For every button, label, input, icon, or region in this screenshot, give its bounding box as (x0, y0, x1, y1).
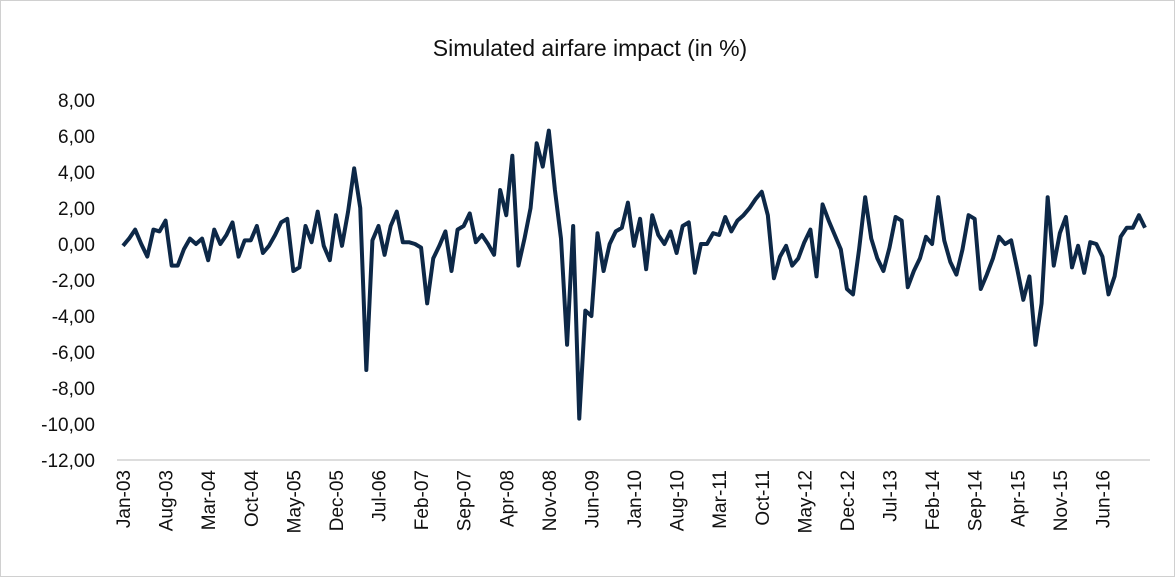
x-tick-label: Dec-05 (327, 470, 348, 531)
x-tick-label: Mar-04 (199, 470, 220, 531)
y-tick-label: -2,00 (52, 271, 95, 292)
line-series (121, 128, 1147, 421)
x-tick-label: May-12 (795, 470, 816, 533)
y-tick-label: 2,00 (58, 199, 95, 220)
chart-title: Simulated airfare impact (in %) (433, 35, 747, 61)
y-tick-label: 4,00 (58, 163, 95, 184)
x-tick-label: Jul-13 (881, 470, 902, 522)
y-tick-label: 6,00 (58, 127, 95, 148)
x-tick-label: Jan-10 (625, 470, 646, 528)
x-tick-label: Jan-03 (114, 470, 135, 528)
x-tick-label: Jun-09 (582, 470, 603, 528)
x-tick-label: Aug-03 (157, 470, 178, 531)
y-tick-label: -4,00 (52, 307, 95, 328)
y-tick-label: -10,00 (41, 415, 95, 436)
x-tick-label: Sep-14 (966, 470, 987, 532)
x-tick-label: Dec-12 (838, 470, 859, 531)
x-tick-label: Nov-15 (1051, 470, 1072, 531)
x-tick-label: May-05 (284, 470, 305, 533)
x-tick-label: Apr-08 (497, 470, 518, 527)
x-tick-label: Feb-07 (412, 470, 433, 530)
y-tick-label: -12,00 (41, 451, 95, 472)
y-tick-label: 0,00 (58, 235, 95, 256)
x-tick-label: Jul-06 (370, 470, 391, 522)
x-tick-label: Apr-15 (1008, 470, 1029, 527)
x-tick-label: Mar-11 (710, 470, 731, 529)
x-tick-label: Nov-08 (540, 470, 561, 531)
x-tick-label: Feb-14 (923, 470, 944, 531)
y-tick-label: -8,00 (52, 379, 95, 400)
x-tick-label: Oct-11 (753, 470, 774, 526)
x-tick-label: Oct-04 (242, 470, 263, 527)
x-tick-label: Jun-16 (1093, 470, 1114, 528)
y-tick-label: 8,00 (58, 91, 95, 112)
x-tick-label: Aug-10 (668, 470, 689, 531)
x-tick-label: Sep-07 (455, 470, 476, 531)
y-tick-label: -6,00 (52, 343, 95, 364)
